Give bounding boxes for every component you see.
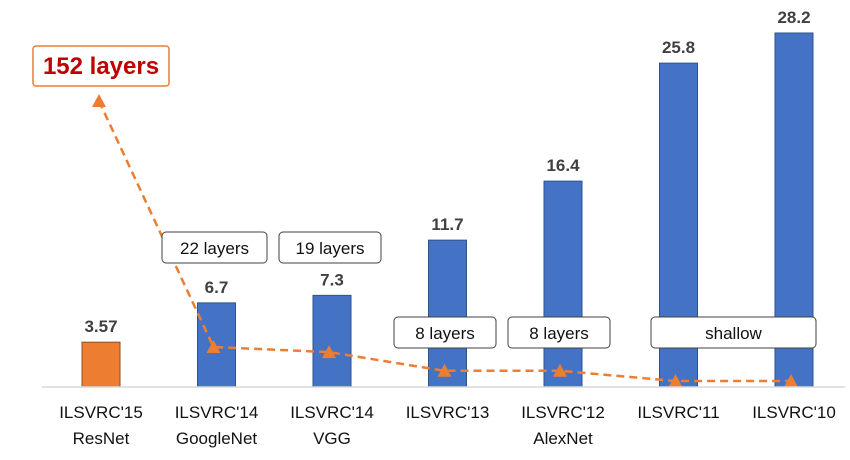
tick-label-line2-4: AlexNet (533, 429, 593, 448)
annotation-text-152-layers: 152 layers (43, 53, 159, 80)
bar-value-label-6: 28.2 (777, 8, 810, 27)
annotation-box-2 (278, 231, 382, 264)
depth-marker-3 (437, 363, 452, 377)
depth-marker-1 (206, 340, 221, 353)
bar-4 (543, 180, 583, 388)
annotation-text-1: 22 layers (180, 239, 249, 258)
depth-marker-4 (553, 363, 567, 377)
tick-labels-group: ILSVRC'15 ResNet ILSVRC'14 GoogleNet ILSVRC'… (59, 403, 836, 448)
annotation-box-152-layers (32, 45, 170, 87)
tick-label-line1-4: ILSVRC'12 (521, 403, 605, 422)
tick-label-line1-1: ILSVRC'14 (175, 403, 259, 422)
bar-value-label-0: 3.57 (84, 317, 117, 336)
bar-1 (197, 302, 236, 388)
tick-label-line2-2: VGG (313, 429, 351, 448)
annotation-text-3: 8 layers (415, 324, 475, 343)
bar-2 (312, 294, 352, 388)
depth-marker-5 (668, 374, 683, 387)
annotation-box-1 (161, 231, 268, 264)
depth-marker-6 (784, 374, 798, 387)
depth-line-group (92, 94, 798, 387)
value-labels-group: 3.57 6.7 7.3 11.7 16.4 25.8 28.2 (84, 8, 810, 336)
annotations-group: 152 layers 22 layers 19 layers 8 layers 8 la… (32, 45, 817, 349)
annotation-box-3 (393, 316, 497, 349)
tick-label-line1-0: ILSVRC'15 (59, 403, 143, 422)
bar-value-label-4: 16.4 (546, 156, 580, 175)
bar-value-label-2: 7.3 (320, 270, 344, 289)
tick-label-line2-0: ResNet (73, 429, 130, 448)
tick-label-line1-6: ILSVRC'10 (752, 403, 836, 422)
depth-marker-0 (92, 94, 106, 107)
annotation-text-5: shallow (705, 324, 762, 343)
tick-label-line2-1: GoogleNet (176, 429, 258, 448)
depth-marker-2 (322, 345, 336, 359)
annotation-box-4 (507, 316, 611, 349)
tick-label-line1-3: ILSVRC'13 (406, 403, 490, 422)
tick-label-line1-5: ILSVRC'11 (637, 403, 719, 422)
bar-value-label-1: 6.7 (205, 278, 229, 297)
bar-value-label-5: 25.8 (662, 38, 695, 57)
annotation-box-5 (650, 316, 817, 349)
annotation-text-2: 19 layers (296, 239, 365, 258)
bar-3 (428, 239, 467, 388)
bar-value-label-3: 11.7 (431, 215, 463, 234)
bar-0 (81, 341, 121, 388)
tick-label-line1-2: ILSVRC'14 (290, 403, 374, 422)
annotation-text-4: 8 layers (529, 324, 589, 343)
